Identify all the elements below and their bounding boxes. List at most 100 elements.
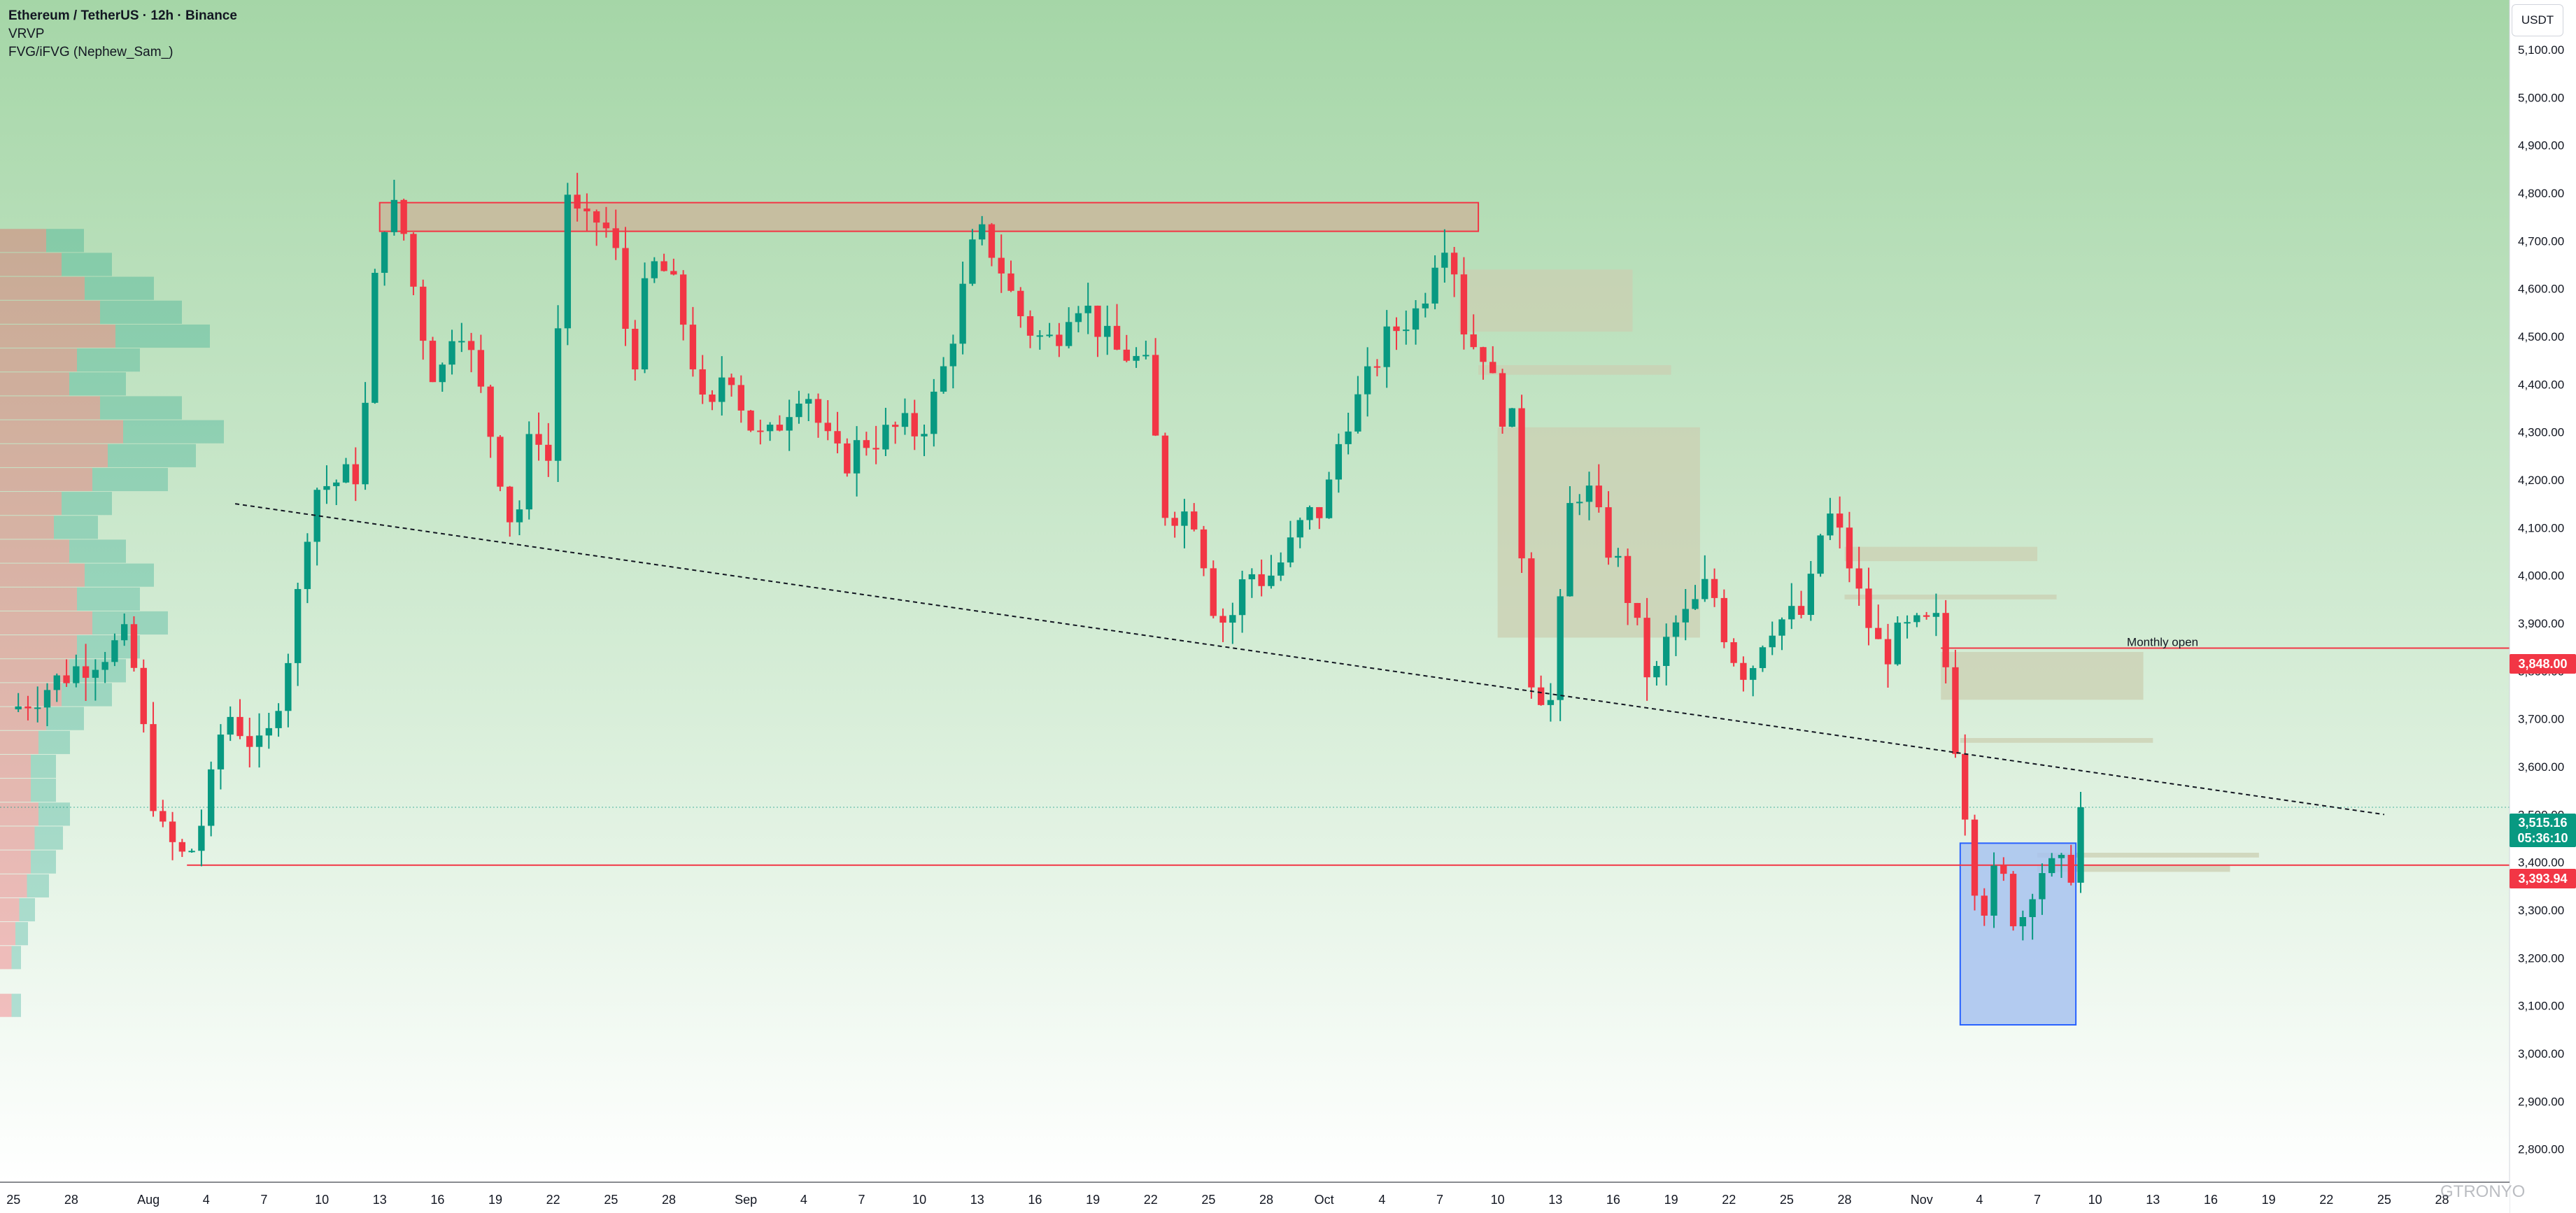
candle-up <box>439 362 446 392</box>
candle-up <box>786 399 793 451</box>
candle-body <box>92 669 99 678</box>
candle-body <box>670 271 677 275</box>
resistance-zone <box>378 201 1480 232</box>
candle-up <box>1653 660 1660 686</box>
volume-profile-bar-down <box>0 993 12 1017</box>
candle-up <box>1547 683 1555 722</box>
candle-body <box>1123 349 1130 361</box>
candle-up <box>2039 863 2046 915</box>
symbol-label[interactable]: Ethereum / TetherUS · 12h · Binance <box>8 8 237 23</box>
candle-body <box>371 273 378 403</box>
candle-up <box>2019 910 2027 941</box>
candle-up <box>1557 589 1564 721</box>
y-tick-label: 4,400.00 <box>2518 378 2564 391</box>
candle-up <box>1932 593 1940 637</box>
candle-up <box>1672 615 1680 656</box>
candle-down <box>632 320 639 381</box>
candle-down <box>140 659 147 733</box>
candle-body <box>921 434 928 437</box>
candle-body <box>1875 627 1882 639</box>
candle-up <box>371 269 378 404</box>
volume-profile-bar-down <box>0 444 108 467</box>
candle-up <box>1904 615 1911 639</box>
volume-profile-bar-down <box>0 922 15 946</box>
chart-background <box>0 0 2510 1182</box>
candle-up <box>227 706 234 742</box>
volume-profile-bar-up <box>62 492 112 516</box>
candle-down <box>583 193 590 232</box>
candle-body <box>516 509 523 523</box>
candle-body <box>342 464 350 483</box>
candle-body <box>1065 322 1073 346</box>
candle-body <box>410 234 417 287</box>
indicator-vrvp[interactable]: VRVP <box>8 27 45 41</box>
candle-down <box>1836 496 1843 548</box>
candle-down <box>709 390 716 411</box>
candle-body <box>1595 485 1602 508</box>
candle-body <box>333 482 340 486</box>
candle-body <box>1537 687 1545 705</box>
candle-down <box>574 173 581 222</box>
candles <box>15 173 2084 941</box>
candle-body <box>612 228 619 248</box>
x-tick-label: 10 <box>912 1193 926 1207</box>
volume-profile-bar-down <box>0 850 31 874</box>
indicator-fvg[interactable]: FVG/iFVG (Nephew_Sam_) <box>8 45 174 59</box>
monthly-open-label: Monthly open <box>2127 636 2198 649</box>
candle-body <box>1113 325 1121 350</box>
countdown-timer: 05:36:10 <box>2517 831 2568 845</box>
candle-body <box>1084 305 1091 313</box>
candle-down <box>1191 503 1198 532</box>
y-tick-label: 4,800.00 <box>2518 187 2564 200</box>
candle-body <box>651 261 658 278</box>
candle-body <box>1952 667 1959 754</box>
candle-down <box>622 227 629 346</box>
candle-body <box>1576 502 1583 504</box>
candle-down <box>1470 314 1477 350</box>
candle-down <box>1258 559 1265 597</box>
candle-body <box>1643 618 1650 678</box>
candle-down <box>1884 623 1892 688</box>
candle-body <box>2077 807 2084 883</box>
candle-body <box>34 707 41 709</box>
x-tick-label: 10 <box>1491 1193 1505 1207</box>
volume-profile-bar-up <box>77 348 140 372</box>
candle-body <box>207 769 215 826</box>
candle-up <box>43 683 51 727</box>
x-tick-label: 4 <box>1976 1193 1983 1207</box>
candle-body <box>1007 273 1014 291</box>
candle-up <box>1759 645 1767 672</box>
x-tick-label: 13 <box>373 1193 387 1207</box>
candle-down <box>844 438 851 477</box>
candle-up <box>1894 616 1901 666</box>
candle-up <box>1615 548 1622 567</box>
x-tick-label: 25 <box>6 1193 20 1207</box>
candle-body <box>352 464 359 485</box>
candle-body <box>1373 366 1381 368</box>
candle-body <box>853 440 861 474</box>
candle-down <box>747 409 754 432</box>
candle-body <box>632 329 639 370</box>
candle-body <box>1278 562 1285 576</box>
candle-body <box>1075 313 1082 322</box>
candle-body <box>757 430 764 432</box>
candle-body <box>429 341 437 383</box>
candle-body <box>660 261 667 271</box>
candle-body <box>1701 579 1708 600</box>
currency-button[interactable]: USDT <box>2512 4 2563 36</box>
candle-down <box>1730 638 1737 667</box>
x-tick-label: 4 <box>1378 1193 1385 1207</box>
candle-body <box>564 194 572 329</box>
candle-up <box>1335 433 1343 493</box>
candle-body <box>709 394 716 402</box>
candle-body <box>824 423 831 432</box>
candle-down <box>679 270 687 341</box>
y-tick-label: 3,200.00 <box>2518 951 2564 965</box>
candle-body <box>362 402 369 485</box>
candle-body <box>1634 602 1641 618</box>
candle-body <box>43 690 51 708</box>
candle-up <box>1278 552 1285 581</box>
y-tick-label: 4,500.00 <box>2518 330 2564 343</box>
